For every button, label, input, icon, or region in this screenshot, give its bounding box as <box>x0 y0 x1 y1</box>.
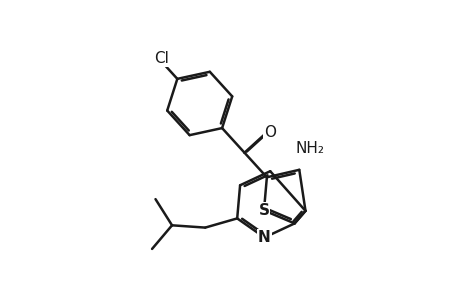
Text: S: S <box>258 203 269 218</box>
Text: Cl: Cl <box>154 51 169 66</box>
Text: N: N <box>257 230 270 245</box>
Text: NH₂: NH₂ <box>295 141 324 156</box>
Text: O: O <box>263 125 275 140</box>
